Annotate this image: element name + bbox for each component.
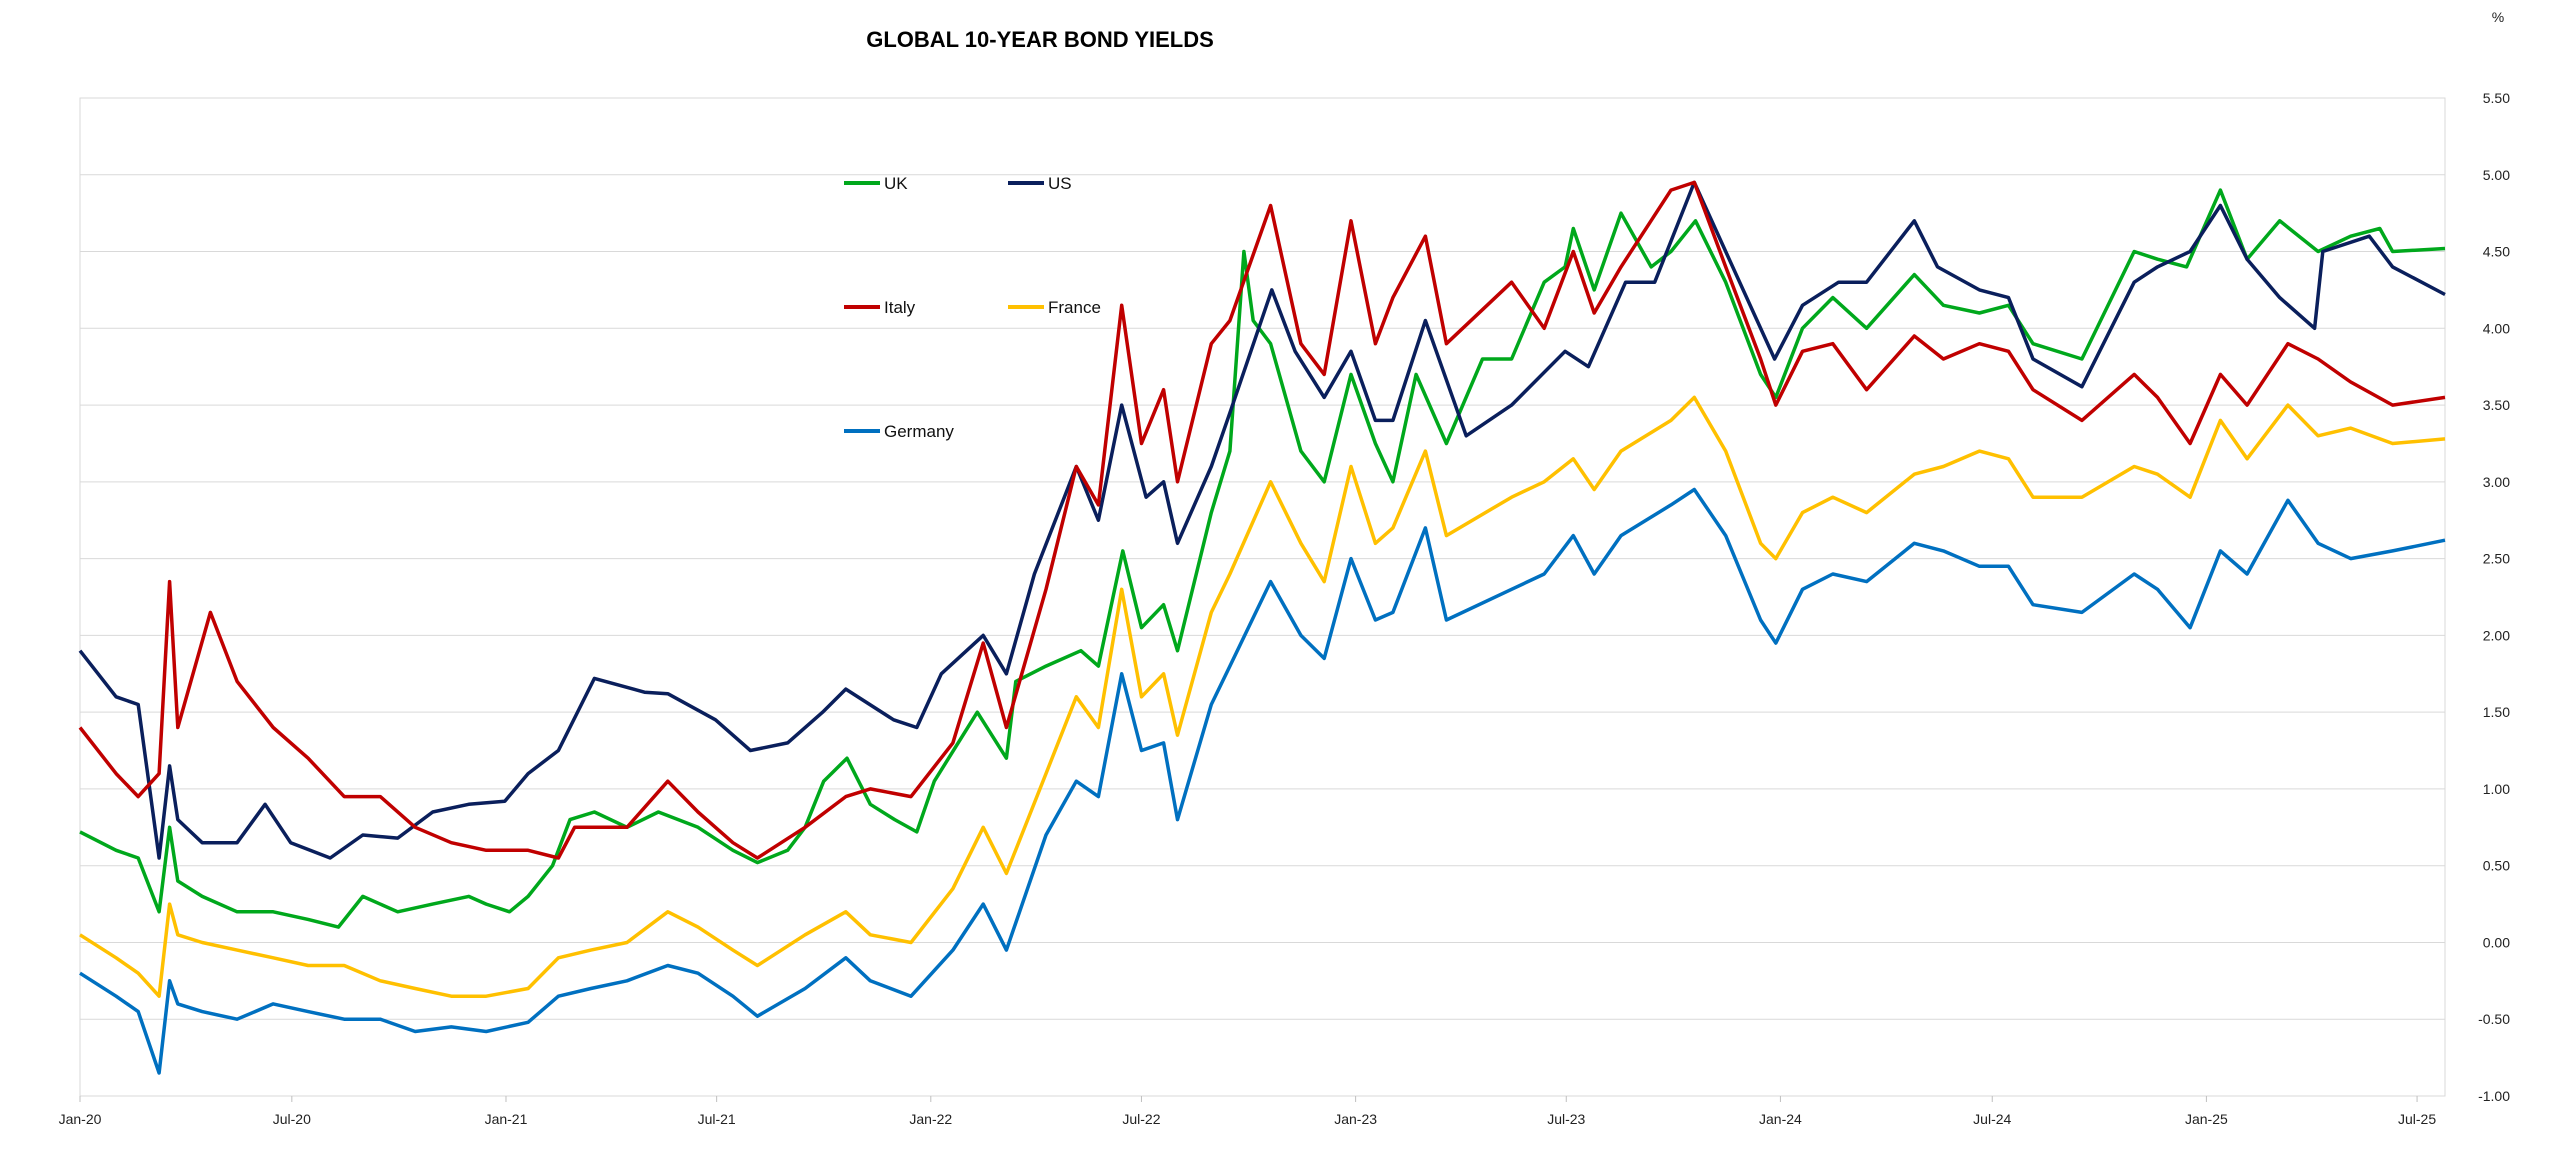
x-tick-label: Jan-24 [1759, 1111, 1802, 1127]
series-line-germany [79, 487, 2446, 1075]
x-tick-label: Jan-21 [485, 1111, 528, 1127]
legend-item-us: US [1008, 174, 1072, 193]
series-line-italy [78, 180, 2446, 860]
legend-label-uk: UK [884, 174, 908, 193]
x-tick-label: Jul-20 [273, 1111, 311, 1127]
y-tick-label: 1.50 [2483, 704, 2510, 720]
series-line-france [79, 395, 2446, 998]
x-tick-label: Jul-24 [1973, 1111, 2011, 1127]
y-tick-label: 4.00 [2483, 320, 2510, 336]
y-tick-label: -0.50 [2478, 1011, 2510, 1027]
y-tick-label: 4.50 [2483, 244, 2510, 260]
unit-label: % [2492, 9, 2504, 25]
legend-item-italy: Italy [844, 298, 916, 317]
legend-label-germany: Germany [884, 422, 954, 441]
chart-title: GLOBAL 10-YEAR BOND YIELDS [866, 27, 1214, 52]
x-tick-label: Jul-22 [1122, 1111, 1160, 1127]
y-tick-label: 2.50 [2483, 551, 2510, 567]
y-tick-label: 5.50 [2483, 90, 2510, 106]
x-tick-label: Jul-25 [2398, 1111, 2436, 1127]
y-tick-label: 0.00 [2483, 934, 2510, 950]
legend-item-uk: UK [844, 174, 908, 193]
y-tick-label: 5.00 [2483, 167, 2510, 183]
y-tick-label: 2.00 [2483, 627, 2510, 643]
y-tick-label: 3.00 [2483, 474, 2510, 490]
legend-item-germany: Germany [844, 422, 954, 441]
legend-label-italy: Italy [884, 298, 916, 317]
x-tick-label: Jul-21 [698, 1111, 736, 1127]
y-tick-label: 3.50 [2483, 397, 2510, 413]
x-tick-label: Jan-23 [1334, 1111, 1377, 1127]
x-tick-label: Jan-25 [2185, 1111, 2228, 1127]
legend-label-france: France [1048, 298, 1101, 317]
x-axis-ticks: Jan-20 Jul-20 Jan-21 Jul-21 Jan-22 Jul-22 Jan-… [59, 1096, 2436, 1127]
y-axis-ticks: 5.50 5.00 4.50 4.00 3.50 3.00 2.50 2.00 1.50 1.00… [2478, 90, 2510, 1104]
series-lines [78, 180, 2446, 1075]
y-tick-label: 0.50 [2483, 858, 2510, 874]
y-tick-label: 1.00 [2483, 781, 2510, 797]
legend: UK US Italy France Germany [844, 174, 1101, 441]
legend-item-france: France [1008, 298, 1101, 317]
x-tick-label: Jan-20 [59, 1111, 102, 1127]
legend-label-us: US [1048, 174, 1072, 193]
x-tick-label: Jul-23 [1547, 1111, 1585, 1127]
gridlines [80, 97, 2445, 1097]
x-tick-label: Jan-22 [909, 1111, 952, 1127]
y-tick-label: -1.00 [2478, 1088, 2510, 1104]
series-line-uk [79, 188, 2446, 929]
